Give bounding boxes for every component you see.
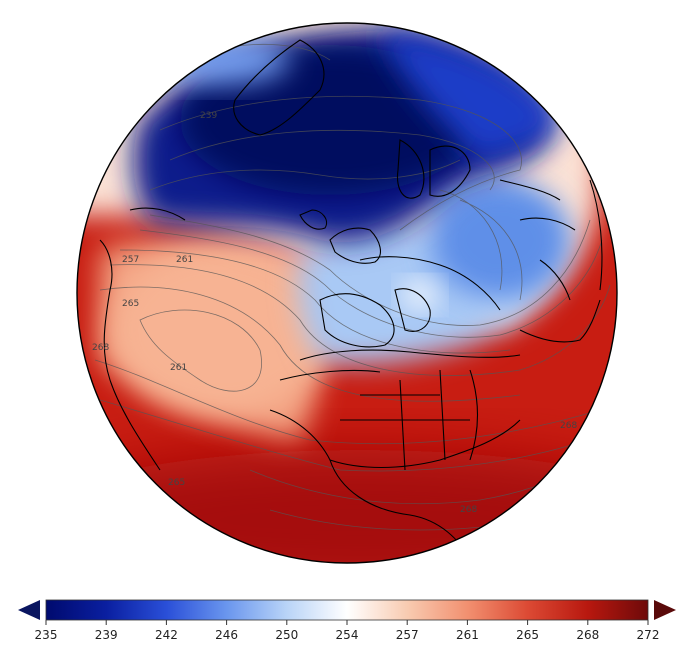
contour-label: 261 (176, 255, 193, 265)
globe-map: 239 257 261 265 261 268 268 265 268 (76, 22, 618, 564)
colorbar-tick-label: 235 (35, 628, 58, 642)
temperature-field: 239 257 261 265 261 268 268 265 268 (77, 23, 617, 563)
colorbar-extend-min (18, 600, 40, 620)
colorbar-tick-label: 239 (95, 628, 118, 642)
colorbar-ticks: 235 239 242 246 250 254 257 261 265 268 272 (35, 620, 660, 642)
colorbar-tick-label: 254 (336, 628, 359, 642)
globe-outline (76, 22, 618, 564)
contour-label: 261 (170, 363, 187, 373)
contour-label: 268 (92, 343, 109, 353)
colorbar-tick-label: 265 (516, 628, 539, 642)
colorbar-tick-label: 272 (637, 628, 660, 642)
colorbar-tick-label: 261 (456, 628, 479, 642)
contour-label: 239 (200, 111, 217, 121)
contour-label: 265 (122, 299, 139, 309)
colorbar-tick-label: 242 (155, 628, 178, 642)
coastlines (99, 39, 603, 561)
colorbar-tick-label: 268 (576, 628, 599, 642)
contour-label: 268 (560, 421, 577, 431)
contour-label: 257 (122, 255, 139, 265)
colorbar-tick-label: 257 (396, 628, 419, 642)
colorbar-gradient (45, 599, 649, 621)
colorbar-tick-label: 246 (215, 628, 238, 642)
colorbar-tick-label: 250 (275, 628, 298, 642)
colorbar-extend-max (654, 600, 676, 620)
colorbar: 235 239 242 246 250 254 257 261 265 268 272 (18, 599, 676, 642)
contour-label: 268 (460, 505, 477, 515)
contour-label: 265 (168, 478, 185, 488)
contour-labels: 239 257 261 265 261 268 268 265 268 (92, 111, 577, 515)
